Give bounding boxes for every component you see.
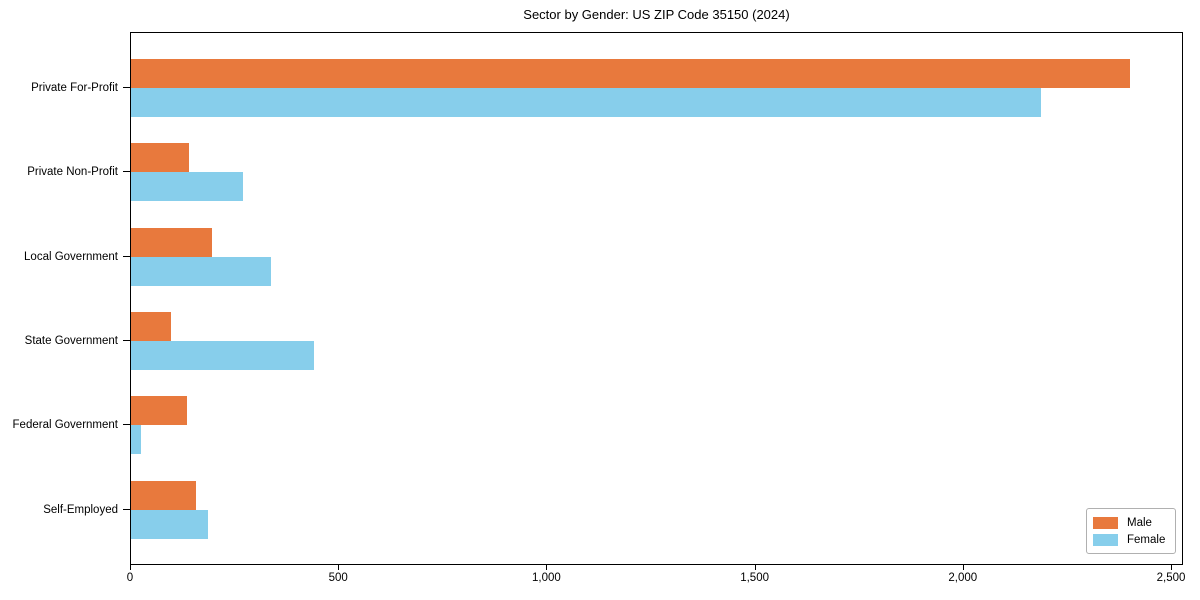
- ytick-mark: [123, 339, 130, 341]
- bar-male-federal-government: [131, 396, 188, 426]
- bar-female-local-government: [131, 256, 271, 286]
- y-axis-labels: Private For-Profit Private Non-Profit Loca…: [0, 32, 124, 565]
- ytick-mark: [123, 508, 130, 510]
- plot-area: [130, 32, 1183, 565]
- legend-label-male: Male: [1127, 516, 1152, 529]
- xtick-label-1500: 1,500: [740, 572, 769, 584]
- bar-male-private-for-profit: [131, 59, 1131, 88]
- bar-male-self-employed: [131, 480, 196, 510]
- legend-entry-male: Male: [1093, 514, 1169, 531]
- bar-female-private-for-profit: [131, 88, 1041, 117]
- ytick-label-local-government: Local Government: [24, 250, 118, 263]
- bar-female-federal-government: [131, 425, 142, 455]
- bar-male-local-government: [131, 227, 213, 257]
- ytick-mark: [123, 255, 130, 257]
- ytick-label-federal-government: Federal Government: [12, 419, 118, 432]
- legend-swatch-male: [1093, 516, 1118, 529]
- bar-male-private-non-profit: [131, 143, 190, 173]
- ytick-mark: [123, 424, 130, 426]
- xtick-label-500: 500: [328, 572, 348, 584]
- xtick-mark: [1171, 565, 1172, 570]
- xtick-mark: [130, 565, 131, 570]
- legend-label-female: Female: [1127, 533, 1166, 546]
- xtick-mark: [962, 565, 964, 570]
- xtick-label-1000: 1,000: [532, 572, 561, 584]
- bar-female-private-non-profit: [131, 172, 244, 202]
- xtick-label-2000: 2,000: [948, 572, 978, 584]
- bar-male-state-government: [131, 311, 171, 341]
- ytick-label-state-government: State Government: [24, 334, 118, 347]
- xtick-mark: [754, 565, 756, 570]
- xtick-mark: [546, 565, 548, 570]
- legend: Male Female: [1086, 508, 1176, 554]
- chart-title: Sector by Gender: US ZIP Code 35150 (202…: [523, 7, 790, 22]
- bar-female-state-government: [131, 340, 315, 370]
- legend-swatch-female: [1093, 533, 1118, 546]
- bar-female-self-employed: [131, 509, 208, 539]
- ytick-mark: [123, 87, 130, 88]
- xtick-label-0: 0: [126, 572, 134, 584]
- legend-entry-female: Female: [1093, 531, 1169, 548]
- ytick-label-private-non-profit: Private Non-Profit: [27, 166, 118, 179]
- xtick-label-2500: 2,500: [1156, 572, 1186, 584]
- ytick-label-self-employed: Self-Employed: [43, 503, 118, 516]
- ytick-label-private-for-profit: Private For-Profit: [31, 82, 118, 94]
- xtick-mark: [338, 565, 340, 570]
- ytick-mark: [123, 171, 130, 173]
